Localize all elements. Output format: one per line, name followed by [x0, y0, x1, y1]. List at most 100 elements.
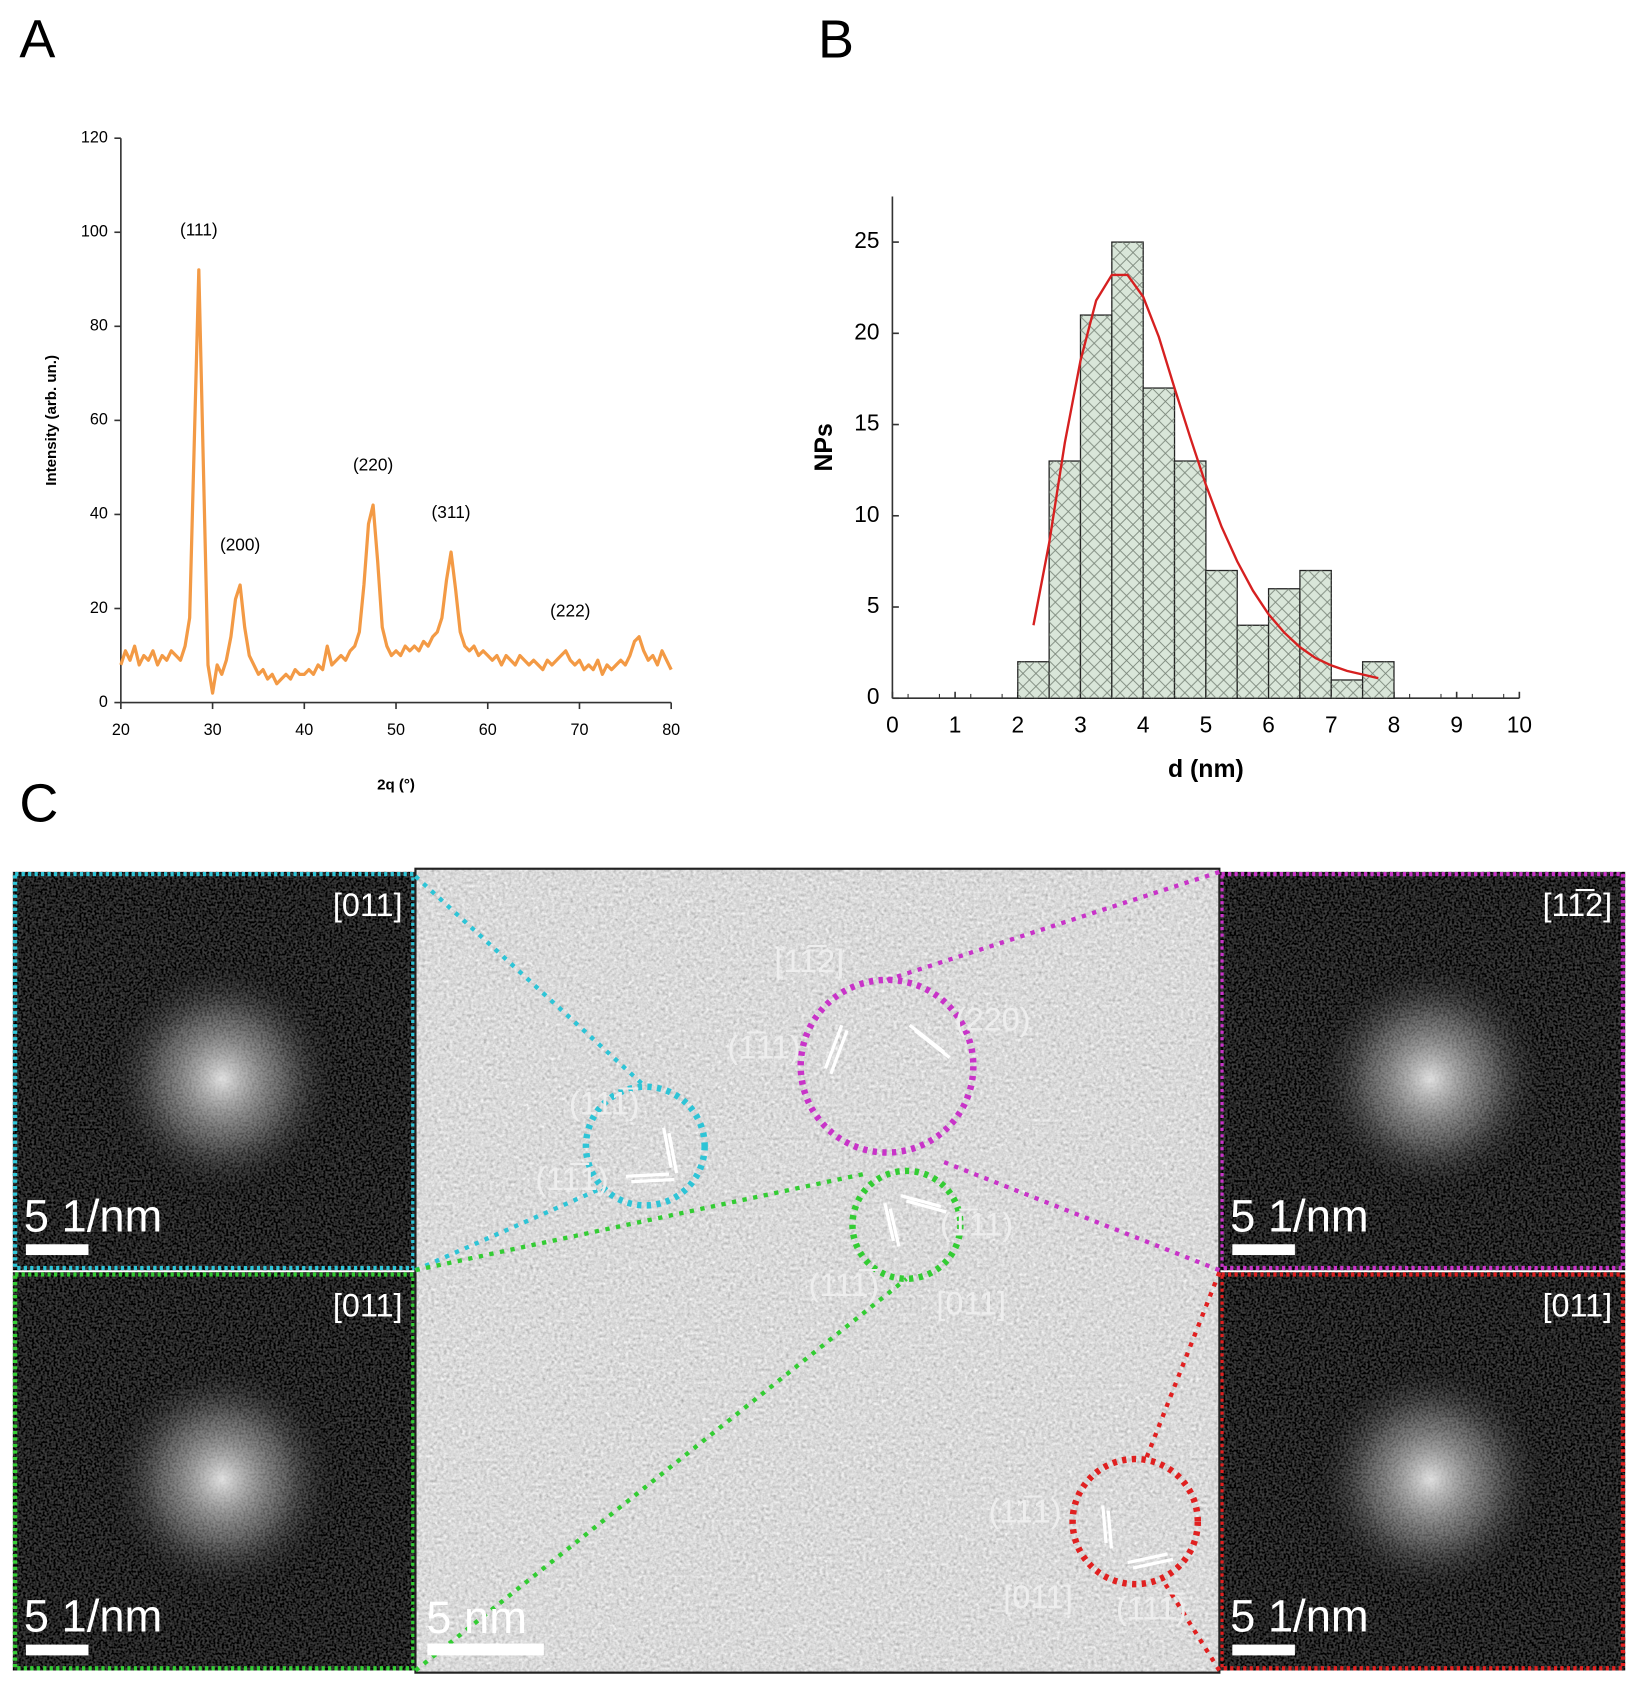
x-tick-label: 70	[570, 721, 588, 739]
y-tick-label: 120	[81, 128, 108, 146]
fft-border	[1219, 871, 1626, 1271]
scale-bar	[427, 1643, 544, 1656]
scale-label: 5 1/nm	[24, 1591, 163, 1642]
zone-axis-label: [11̅2]	[1543, 887, 1613, 923]
bar-hatch	[1299, 570, 1332, 699]
scale-bar	[1232, 1244, 1295, 1256]
lattice-label: (111̅)	[569, 1086, 640, 1122]
particle-outline	[797, 976, 977, 1156]
peak-label: (222)	[550, 601, 590, 621]
panel-label: B	[818, 9, 854, 69]
fringe-mark	[1127, 1552, 1168, 1565]
particle-outline	[582, 1083, 708, 1209]
bar-hatch	[1017, 661, 1050, 699]
fft-glow	[98, 954, 347, 1204]
y-tick-label: 10	[854, 501, 879, 527]
y-tick-label: 60	[90, 411, 108, 429]
fft-border	[1219, 1272, 1626, 1671]
zone-axis-label: [011]	[1543, 1287, 1613, 1323]
y-tick-label: 20	[90, 599, 108, 617]
panel-label: A	[19, 9, 55, 69]
tem-border	[414, 867, 1221, 1674]
data-line	[119, 268, 673, 695]
fft-border	[12, 1272, 416, 1671]
x-tick-label: 7	[1325, 711, 1338, 737]
y-tick-label: 15	[854, 410, 879, 436]
lattice-label: (1̅11)	[940, 1207, 1013, 1243]
x-tick-label: 5	[1200, 711, 1213, 737]
lattice-label: (11̅1)	[989, 1494, 1062, 1530]
zone-axis-label: [011]	[333, 887, 403, 923]
x-tick-label: 80	[662, 721, 680, 739]
y-tick-label: 100	[81, 223, 108, 241]
x-tick-label: 9	[1450, 711, 1463, 737]
peak-label: (111)	[180, 220, 218, 240]
y-tick-label: 0	[99, 693, 108, 711]
x-tick-label: 4	[1137, 711, 1150, 737]
scale-label: 5 1/nm	[1230, 1190, 1369, 1241]
lattice-label: (1̅11)	[727, 1030, 800, 1066]
guide-line	[414, 1172, 864, 1273]
guide-line	[886, 869, 1221, 982]
fringe-mark	[1106, 1510, 1114, 1549]
fringe-mark	[900, 1194, 942, 1209]
scale-label: 5 1/nm	[24, 1190, 163, 1241]
lattice-label: [011]	[1003, 1579, 1073, 1615]
fringe-mark	[1101, 1505, 1108, 1544]
peak-label: (220)	[353, 455, 393, 475]
fringe-mark	[906, 1199, 947, 1214]
bar-hatch	[1331, 679, 1363, 699]
guide-line	[938, 1158, 1221, 1273]
lattice-label: (220)	[955, 1002, 1031, 1038]
x-tick-label: 60	[479, 721, 497, 739]
x-tick-label: 10	[1507, 711, 1532, 737]
bar-hatch	[1174, 461, 1206, 699]
lattice-label: (111̅)	[1116, 1591, 1187, 1627]
y-tick-label: 25	[854, 227, 879, 253]
bar-hatch	[1362, 661, 1394, 699]
particle-outline	[849, 1167, 964, 1283]
lattice-label: [011]	[936, 1285, 1006, 1321]
y-tick-label: 20	[854, 318, 879, 344]
scale-bar	[25, 1244, 89, 1256]
y-tick-label: 80	[90, 317, 108, 335]
x-axis-label: 2q (°)	[377, 777, 415, 794]
lattice-label: (11̅1)	[535, 1161, 608, 1197]
bar-hatch	[1049, 461, 1081, 699]
peak-label: (200)	[220, 535, 260, 555]
guide-line	[414, 1277, 908, 1673]
lattice-label: (111̅)	[808, 1267, 879, 1303]
fft-glow	[1306, 1355, 1555, 1604]
fringe-mark	[888, 1208, 901, 1247]
fringe-mark	[667, 1132, 679, 1174]
x-tick-label: 8	[1388, 711, 1401, 737]
fringe-mark	[883, 1202, 896, 1242]
scale-bar	[1232, 1644, 1295, 1656]
bar-hatch	[1237, 625, 1269, 699]
y-axis-label: NPs	[811, 423, 838, 471]
y-tick-label: 40	[90, 505, 108, 523]
y-tick-label: 0	[867, 683, 880, 709]
fringe-mark	[914, 1029, 951, 1059]
lattice-label: [11̅2]	[775, 943, 845, 979]
fit-curve	[1032, 273, 1379, 680]
x-tick-label: 20	[112, 721, 130, 739]
fft-glow	[98, 1355, 347, 1604]
particle-outline	[1069, 1455, 1202, 1588]
tem-image	[415, 868, 1220, 1673]
guide-line	[414, 1185, 606, 1273]
guide-line	[1143, 1271, 1222, 1460]
x-tick-label: 30	[204, 721, 222, 739]
bar-hatch	[1111, 242, 1144, 699]
x-tick-label: 50	[387, 721, 405, 739]
x-tick-label: 6	[1262, 711, 1275, 737]
scale-label: 5 1/nm	[1230, 1591, 1369, 1642]
x-tick-label: 3	[1074, 711, 1087, 737]
fringe-mark	[631, 1177, 675, 1184]
scale-label: 5 nm	[426, 1592, 527, 1643]
fringe-mark	[823, 1024, 844, 1069]
guide-line	[413, 874, 647, 1089]
zone-axis-label: [011]	[333, 1287, 403, 1323]
x-tick-label: 1	[949, 711, 962, 737]
